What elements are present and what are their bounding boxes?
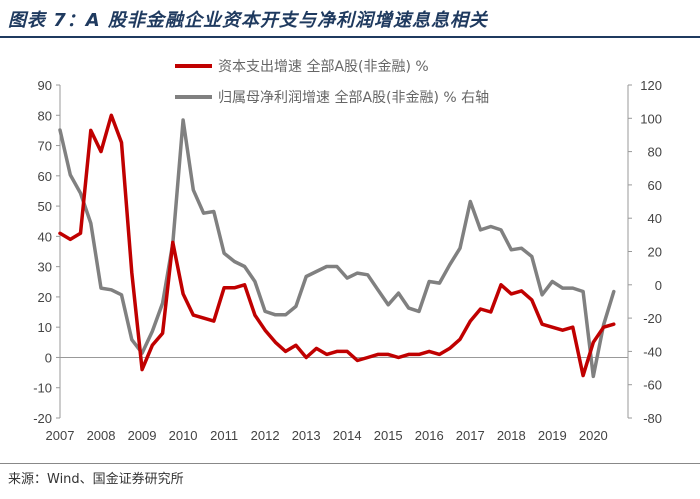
right-tick-label: 120 bbox=[640, 78, 662, 93]
x-axis-ticks: 2007 2008 2009 2010 2011 2012 2013 2014 2015 2016… bbox=[46, 428, 608, 443]
legend-label-profit: 归属母净利润增速 全部A股(非金融) % 右轴 bbox=[218, 89, 489, 106]
x-tick-label: 2020 bbox=[579, 428, 608, 443]
x-tick-label: 2018 bbox=[497, 428, 526, 443]
left-tick-label: 30 bbox=[38, 260, 52, 275]
left-tick-label: 50 bbox=[38, 199, 52, 214]
source-note: 来源：Wind、国金证券研究所 bbox=[8, 472, 184, 487]
x-tick-label: 2011 bbox=[210, 428, 238, 443]
right-tick-label: -40 bbox=[643, 344, 662, 359]
x-tick-label: 2009 bbox=[128, 428, 157, 443]
series-line-profit bbox=[58, 118, 616, 379]
x-tick-label: 2013 bbox=[292, 428, 321, 443]
left-tick-label: -20 bbox=[33, 411, 52, 426]
right-tick-label: 0 bbox=[655, 278, 662, 293]
legend: 资本支出增速 全部A股(非金融) % 归属母净利润增速 全部A股(非金融) % … bbox=[175, 58, 489, 106]
left-tick-label: 0 bbox=[45, 350, 52, 365]
x-tick-label: 2019 bbox=[538, 428, 567, 443]
left-tick-label: 20 bbox=[38, 290, 52, 305]
left-axis-ticks: -20 -10 0 10 20 30 40 50 60 70 80 90 bbox=[33, 78, 60, 426]
x-tick-label: 2008 bbox=[87, 428, 116, 443]
left-tick-label: 60 bbox=[38, 169, 52, 184]
right-axis-ticks: -80 -60 -40 -20 0 20 40 60 80 100 120 bbox=[628, 78, 662, 426]
legend-label-capex: 资本支出增速 全部A股(非金融) % bbox=[218, 58, 429, 75]
right-tick-label: 100 bbox=[640, 111, 662, 126]
left-tick-label: -10 bbox=[33, 381, 52, 396]
right-tick-label: 80 bbox=[648, 145, 662, 160]
title-underline bbox=[0, 36, 700, 38]
x-tick-label: 2014 bbox=[333, 428, 362, 443]
left-tick-label: 70 bbox=[38, 139, 52, 154]
left-tick-label: 40 bbox=[38, 229, 52, 244]
line-chart: -20 -10 0 10 20 30 40 50 60 70 80 90 -80 -60 -40 -20 0 2… bbox=[33, 58, 662, 443]
chart-title: 图表 7：A 股非金融企业资本开支与净利润增速息息相关 bbox=[8, 10, 488, 31]
right-tick-label: 60 bbox=[648, 178, 662, 193]
series-line-capex bbox=[58, 113, 616, 378]
x-tick-label: 2017 bbox=[456, 428, 485, 443]
right-tick-label: 20 bbox=[648, 245, 662, 260]
x-tick-label: 2007 bbox=[46, 428, 75, 443]
left-tick-label: 80 bbox=[38, 108, 52, 123]
footer-rule bbox=[0, 463, 700, 464]
left-tick-label: 10 bbox=[38, 320, 52, 335]
right-tick-label: -20 bbox=[643, 311, 662, 326]
left-tick-label: 90 bbox=[38, 78, 52, 93]
right-tick-label: -80 bbox=[643, 411, 662, 426]
x-tick-label: 2016 bbox=[415, 428, 444, 443]
x-tick-label: 2010 bbox=[169, 428, 198, 443]
right-tick-label: 40 bbox=[648, 211, 662, 226]
series-lines bbox=[58, 113, 616, 379]
x-tick-label: 2012 bbox=[251, 428, 280, 443]
right-tick-label: -60 bbox=[643, 378, 662, 393]
x-tick-label: 2015 bbox=[374, 428, 403, 443]
